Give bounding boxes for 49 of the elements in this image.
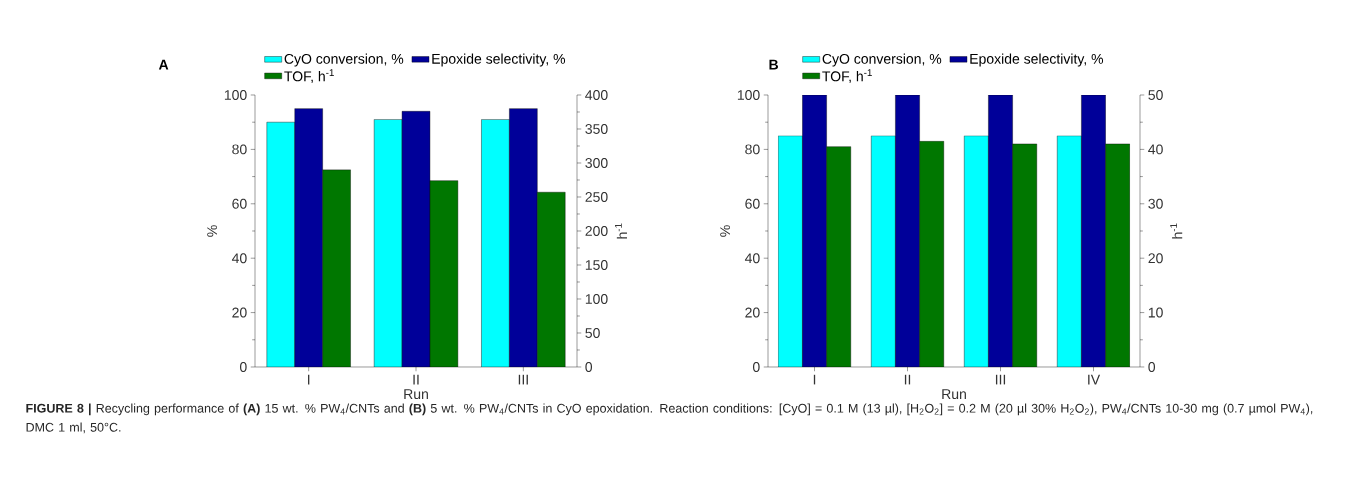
x-tick-label: III bbox=[518, 374, 528, 385]
chart-title: B bbox=[769, 59, 779, 70]
y2-tick-label: 50 bbox=[1148, 90, 1163, 100]
y2-axis-title: h$^{-1}$ bbox=[1170, 223, 1183, 239]
x-tick-label: I bbox=[308, 374, 310, 385]
y-tick-label: 60 bbox=[745, 198, 760, 209]
y-tick-label: 40 bbox=[231, 253, 247, 264]
y2-tick-label: 400 bbox=[585, 90, 608, 100]
text: FIGURE 8 | Recycling performance of (A) 15 wt. % PW$_{4}$/CNTs and (B) 5 wt. % PW$_{4}$/CNTs in CyO epoxidation. Reaction conditions: [CyO] = 0.1 M (13 µl), [H$_{2}$O$_{2}$] = 0.2 M (20 µl 30% H$_{2}$O$_{2}$), PW$_{4}$/CNTs 10-30 mg (0.7 µmol PW$_{4}$), DMC 1 ml, 50°C. bbox=[26, 403, 1313, 434]
y-axis-title: % bbox=[720, 225, 730, 237]
legend-label: TOF, h$^{-1}$ bbox=[284, 69, 334, 83]
y2-tick-label: 150 bbox=[585, 260, 608, 270]
y-tick-label: 80 bbox=[232, 144, 247, 155]
y-tick-label: 0 bbox=[752, 362, 760, 372]
y2-tick-label: 40 bbox=[1148, 144, 1163, 155]
legend-label: TOF, h$^{-1}$ bbox=[822, 69, 872, 83]
x-axis-title: Run bbox=[942, 389, 966, 400]
x-axis-title: Run bbox=[404, 389, 428, 400]
y2-tick-label: 300 bbox=[585, 158, 608, 168]
chart-title: A bbox=[158, 59, 169, 70]
x-tick-label: I bbox=[813, 374, 816, 385]
legend-label: CyO conversion, % bbox=[822, 53, 942, 67]
y-tick-label: 40 bbox=[744, 253, 760, 264]
y-tick-label: 20 bbox=[745, 307, 760, 318]
x-tick-label: III bbox=[995, 374, 1006, 385]
y2-tick-label: 20 bbox=[1148, 253, 1163, 264]
y-tick-label: 0 bbox=[239, 362, 247, 372]
y2-tick-label: 200 bbox=[585, 226, 608, 236]
y2-tick-label: 0 bbox=[585, 362, 593, 372]
y2-tick-label: 0 bbox=[1148, 362, 1156, 372]
y2-tick-label: 50 bbox=[585, 328, 600, 338]
y-tick-label: 60 bbox=[232, 198, 247, 209]
y-tick-label: 100 bbox=[224, 90, 247, 100]
y2-tick-label: 100 bbox=[585, 294, 608, 304]
y2-axis-title: h$^{-1}$ bbox=[615, 223, 627, 239]
y2-tick-label: 10 bbox=[1148, 307, 1163, 318]
y-tick-label: 80 bbox=[745, 144, 760, 155]
y-axis-title: % bbox=[207, 225, 217, 237]
y2-tick-label: 350 bbox=[585, 124, 608, 134]
y2-tick-label: 30 bbox=[1148, 198, 1163, 209]
y-tick-label: 20 bbox=[232, 307, 247, 318]
x-tick-label: IV bbox=[1088, 374, 1101, 385]
legend-label: CyO conversion, % bbox=[284, 53, 404, 67]
legend-label: Epoxide selectivity, % bbox=[432, 53, 566, 67]
y2-tick-label: 250 bbox=[585, 192, 608, 202]
legend-label: Epoxide selectivity, % bbox=[970, 53, 1104, 67]
y-tick-label: 100 bbox=[737, 90, 760, 100]
x-tick-label: II bbox=[413, 374, 419, 385]
x-tick-label: II bbox=[904, 374, 911, 385]
